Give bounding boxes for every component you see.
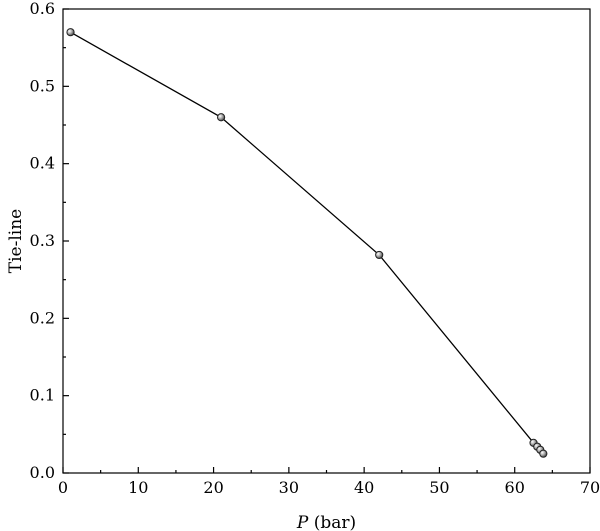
x-tick-label: 20 xyxy=(203,478,223,497)
data-point xyxy=(217,113,226,122)
plot-frame xyxy=(62,8,591,474)
x-tick-label: 70 xyxy=(580,478,600,497)
x-axis-title-variable: P xyxy=(296,513,309,531)
x-tick-label: 40 xyxy=(354,478,374,497)
y-tick-label: 0.6 xyxy=(30,0,55,18)
x-tick-label: 0 xyxy=(58,478,68,497)
y-tick-label: 0.3 xyxy=(30,231,55,250)
x-axis-title-unit: (bar) xyxy=(308,513,356,531)
data-point xyxy=(539,449,548,458)
y-tick-label: 0.1 xyxy=(30,386,55,405)
y-axis: 0.0 0.1 0.2 0.3 0.4 0.5 0.6 xyxy=(30,0,69,482)
x-tick-label: 10 xyxy=(128,478,148,497)
y-tick-label: 0.5 xyxy=(30,76,55,95)
plot-area-border xyxy=(62,8,591,474)
y-axis-title: Tie-line xyxy=(6,209,26,273)
series xyxy=(66,28,548,458)
y-tick-label: 0.4 xyxy=(30,154,55,173)
series-line xyxy=(70,31,544,455)
x-tick-label: 30 xyxy=(279,478,299,497)
data-point xyxy=(66,28,75,37)
x-axis-title: P (bar) xyxy=(296,513,356,531)
x-tick-label: 50 xyxy=(429,478,449,497)
data-point xyxy=(375,250,384,260)
x-tick-label: 60 xyxy=(505,478,525,497)
x-axis: 0 10 20 30 40 50 60 70 xyxy=(58,467,600,497)
y-tick-label: 0.0 xyxy=(30,463,55,482)
y-tick-label: 0.2 xyxy=(30,308,55,327)
